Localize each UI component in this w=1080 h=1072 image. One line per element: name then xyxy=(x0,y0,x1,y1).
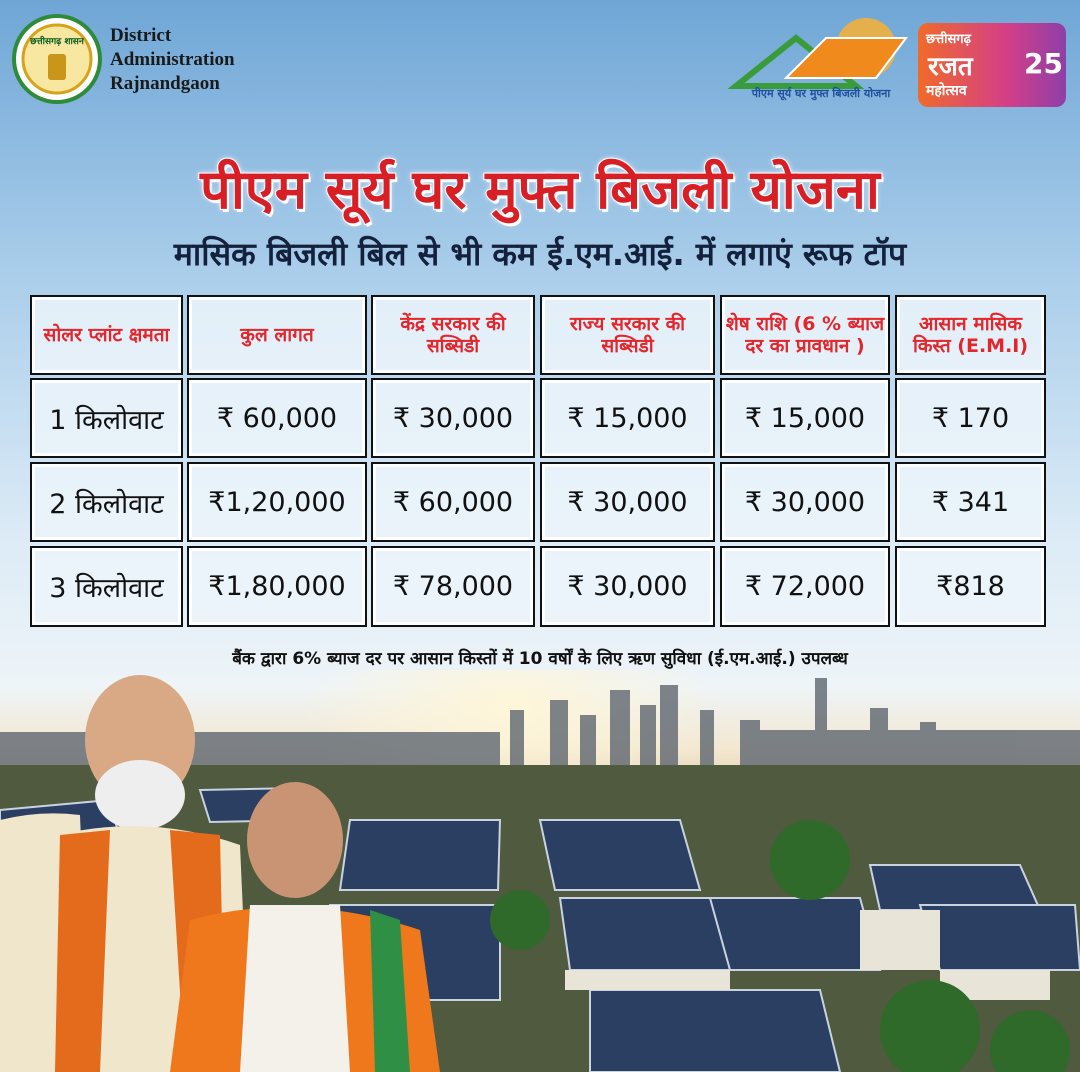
org-line: Administration xyxy=(110,49,235,70)
table-cell: ₹ 78,000 xyxy=(371,546,535,627)
badge-text: छत्तीसगढ़ xyxy=(926,32,971,47)
table-cell: ₹1,80,000 xyxy=(187,546,367,627)
table-cell: 3 किलोवाट xyxy=(30,546,183,627)
org-line: Rajnandgaon xyxy=(110,73,220,94)
table-cell: ₹ 60,000 xyxy=(187,378,367,458)
table-cell: ₹ 30,000 xyxy=(540,462,715,542)
table-cell: 1 किलोवाट xyxy=(30,378,183,458)
table-cell: ₹ 30,000 xyxy=(720,462,890,542)
table-cell: ₹818 xyxy=(895,546,1046,627)
badge-text: महोत्सव xyxy=(926,83,967,99)
table-cell: ₹1,20,000 xyxy=(187,462,367,542)
table-header: शेष राशि (6 % ब्याज दर का प्रावधान ) xyxy=(720,295,890,375)
badge: छत्तीसगढ़ रजत महोत्सव 25 xyxy=(918,23,1066,107)
emblem-text: छत्तीसगढ़ शासन xyxy=(30,37,84,47)
table-header: राज्य सरकार की सब्सिडी xyxy=(540,295,715,375)
table-cell: ₹ 72,000 xyxy=(720,546,890,627)
table-cell: 2 किलोवाट xyxy=(30,462,183,542)
table-cell: ₹ 170 xyxy=(895,378,1046,458)
table-cell: ₹ 15,000 xyxy=(540,378,715,458)
table-cell: ₹ 60,000 xyxy=(371,462,535,542)
table-cell: ₹ 341 xyxy=(895,462,1046,542)
org-name: District Administration Rajnandgaon xyxy=(110,24,235,96)
scheme-logo-text: पीएम सूर्य घर मुफ्त बिजली योजना xyxy=(751,87,891,100)
scheme-logo xyxy=(727,18,908,89)
table: सोलर प्लांट क्षमता कुल लागत केंद्र सरकार क… xyxy=(30,295,1046,627)
table-header: कुल लागत xyxy=(187,295,367,375)
footnote: बैंक द्वारा 6% ब्याज दर पर आसान किस्तों … xyxy=(232,649,848,669)
title: पीएम सूर्य घर मुफ्त बिजली योजना xyxy=(199,157,881,222)
table-header: सोलर प्लांट क्षमता xyxy=(30,295,183,375)
org-line: District xyxy=(110,25,172,46)
table-cell: ₹ 30,000 xyxy=(371,378,535,458)
scene-illustration xyxy=(0,670,1080,1072)
emblem xyxy=(12,14,102,104)
table-header: केंद्र सरकार की सब्सिडी xyxy=(371,295,535,375)
table-cell: ₹ 30,000 xyxy=(540,546,715,627)
badge-text: 25 xyxy=(1024,47,1063,80)
subtitle: मासिक बिजली बिल से भी कम ई.एम.आई. में लग… xyxy=(173,235,907,273)
table-cell: ₹ 15,000 xyxy=(720,378,890,458)
badge-text: रजत xyxy=(928,52,973,82)
table-header: आसान मासिक किस्त (E.M.I) xyxy=(895,295,1046,375)
